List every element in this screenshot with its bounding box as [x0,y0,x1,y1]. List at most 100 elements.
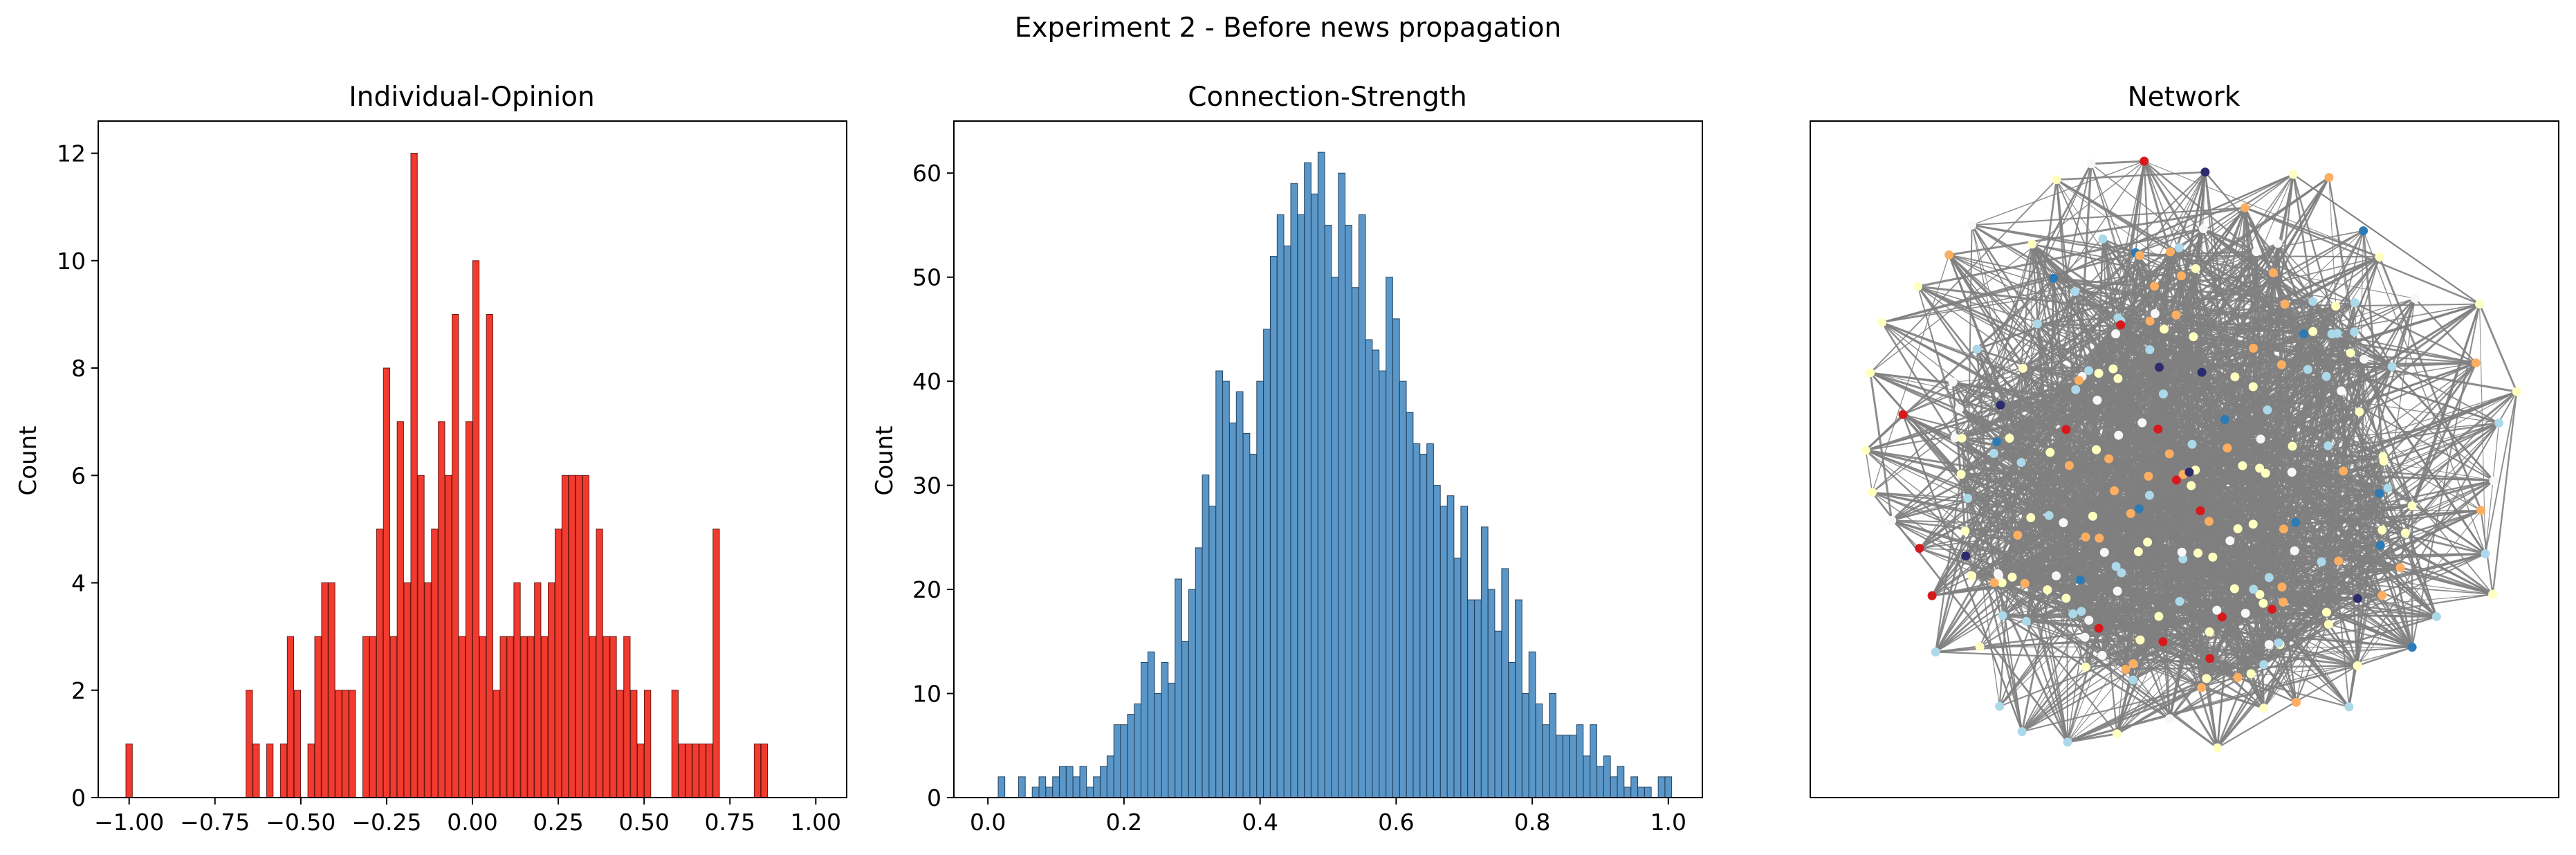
network-node [2144,490,2154,500]
network-node [2081,662,2090,672]
network-node [2061,425,2071,434]
network-node [2288,441,2297,451]
network-edge [2135,252,2151,350]
opinion-bar [307,743,315,798]
network-edge [2209,631,2358,667]
x-tick-label: −0.75 [180,809,250,836]
network-edge [2117,378,2297,524]
network-node [2178,554,2188,564]
network-edge [2098,627,2126,670]
strength-bar [1031,787,1040,798]
network-edge [2095,174,2294,450]
network-node [2229,584,2239,594]
y-tick-label: 10 [912,681,941,708]
network-edge [2037,313,2155,325]
network-edge [1865,450,1873,493]
network-node [2049,273,2059,283]
network-node [2355,407,2364,416]
network-edge [2067,677,2207,744]
network-node [2410,293,2420,303]
network-node [2187,439,2197,449]
network-node [2324,441,2333,450]
strength-bar [1644,787,1652,798]
network-node [2213,743,2223,753]
network-edge [1891,520,1920,549]
network-edge [2116,603,2264,735]
network-edge [2191,484,2254,525]
network-edge [1872,491,1968,499]
network-edge [2272,272,2438,617]
strength-bar [1392,318,1400,798]
network-edge [2260,333,2338,440]
network-node [2084,616,2094,625]
network-edge [2250,673,2265,709]
network-node [2475,300,2485,309]
network-edge [1993,582,2069,743]
network-node [2407,501,2417,511]
network-node [2291,517,2301,527]
strength-bar [1460,506,1469,798]
strength-bar [1256,380,1264,798]
y-tick-label: 2 [71,677,86,704]
x-tick-label: −0.50 [266,809,335,836]
network-edge [2125,508,2140,670]
network-edge [2182,487,2389,560]
strength-bar [1338,172,1345,798]
strength-bar [1467,599,1475,798]
network-node [2140,156,2149,166]
network-edge [2002,589,2048,616]
network-edge [1980,638,2141,648]
network-edge [2049,485,2191,516]
network-edge [2260,362,2476,440]
strength-bar [1222,380,1230,798]
opinion-bar [760,743,768,798]
network-edge [1998,485,2191,575]
network-edge [1960,474,2023,732]
opinion-bar [389,636,397,798]
opinion-bar [541,636,549,798]
network-edge [2268,362,2477,645]
network-edge [2357,646,2413,667]
strength-bar [1311,193,1318,798]
network-node [2205,517,2214,526]
network-node [2476,506,2486,515]
network-node [2117,568,2126,578]
strength-bar [1100,766,1107,798]
network-node [2145,316,2155,326]
opinion-bar [623,636,631,798]
network-edge [1865,277,2054,451]
opinion-bar [479,636,487,798]
network-edge [1954,405,2001,439]
network-edge [2079,409,2268,581]
opinion-bar [445,475,452,798]
opinion-bar [335,690,342,798]
network-node [2317,557,2326,567]
network-edge [2387,298,2416,488]
opinion-bar [417,475,425,798]
strength-bar [1413,443,1421,798]
network-edge [2117,255,2140,436]
network-edge [2485,391,2518,554]
opinion-bar [266,743,274,798]
opinion-bar [513,582,521,798]
network-node [2489,476,2499,486]
network-node [2074,376,2083,385]
network-node [2488,589,2498,599]
network-edge [2080,551,2182,580]
network-node [2255,589,2265,599]
network-edge [2012,460,2384,578]
network-edge [2149,228,2205,496]
network-edge [2026,589,2254,623]
network-node [2277,582,2287,592]
strength-bar [1439,506,1448,798]
x-tick-label: 0.50 [618,809,669,836]
network-edge [1971,224,2115,491]
network-node [2280,300,2290,309]
network-node [2383,484,2393,493]
network-edge [1935,368,2024,652]
strength-bar [1235,391,1244,798]
network-edge [1952,380,2115,492]
network-node [2379,457,2389,466]
network-node [2052,571,2061,580]
network-node [2150,309,2160,318]
